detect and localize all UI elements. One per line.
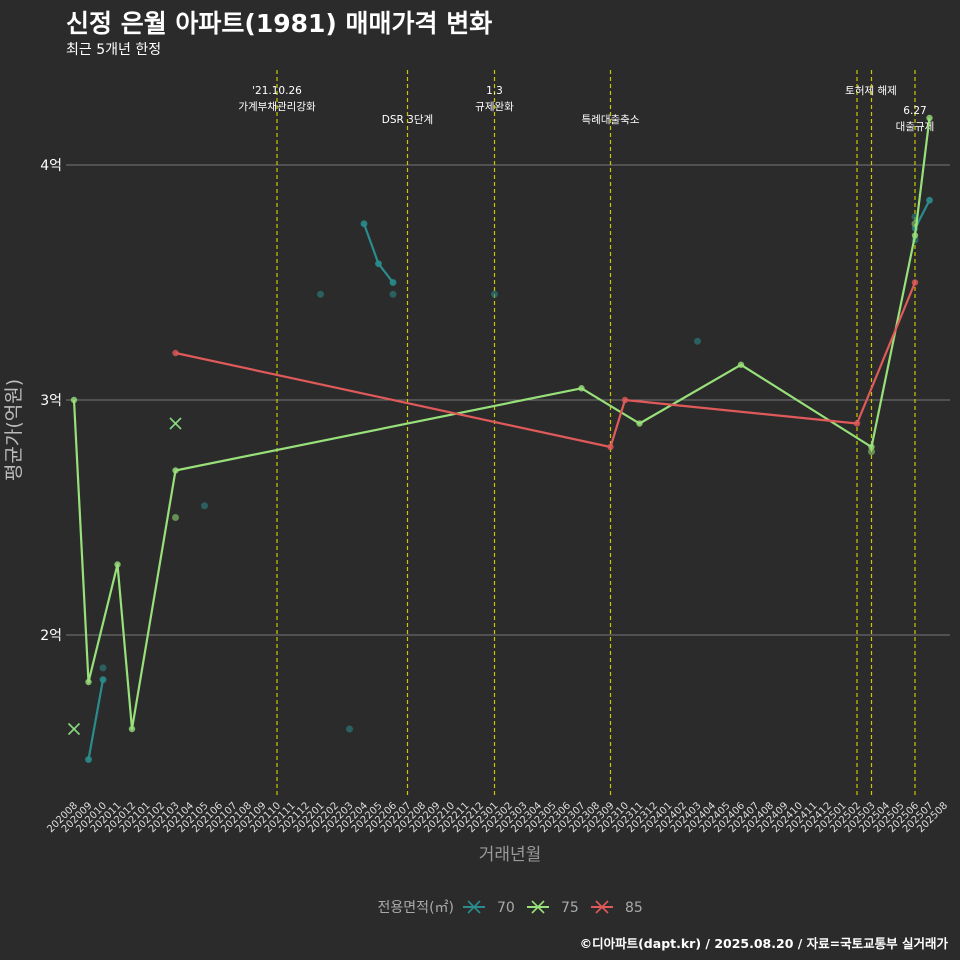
legend-item-85: 85 [591,900,643,916]
y-tick-label: 2억 [40,628,62,644]
series-line-85 [175,282,917,449]
data-point-75 [128,725,136,733]
data-point-70 [694,337,701,345]
data-point-85 [853,420,861,427]
series-line-70 [362,223,394,284]
legend-label: 70 [497,900,515,916]
data-point-70 [360,220,368,228]
legend-title: 전용면적(㎡) [378,900,454,916]
event-label: 6.27 [903,105,926,117]
y-tick-label: 4억 [40,158,62,174]
data-point-75 [114,561,121,568]
legend-label: 85 [625,900,643,916]
event-label: 대출규제 [896,121,935,133]
event-label: 1.3 [486,85,503,97]
data-point-70 [375,260,382,268]
data-point-75 [70,396,78,404]
source-caption: ©디아파트(dapt.kr) / 2025.08.20 / 자료=국토교통부 실… [579,936,948,951]
series-line-70 [87,679,105,760]
cross-marker-75 [169,417,182,430]
data-point-70 [99,664,107,672]
event-label: 가계부채관리강화 [238,101,316,113]
data-point-75 [868,448,875,456]
y-axis-label: 평균가(억원) [3,379,25,481]
legend-label: 75 [561,900,579,916]
data-point-70 [201,502,208,510]
data-point-75 [172,467,179,474]
data-point-75 [911,232,919,239]
data-point-70 [85,756,92,764]
data-point-85 [621,396,629,404]
event-label: 특례대출축소 [582,114,640,126]
data-point-75 [926,114,933,122]
data-point-70 [491,290,498,298]
legend-item-75: 75 [527,900,579,916]
data-point-75 [172,514,179,521]
data-point-75 [578,385,585,392]
data-point-85 [172,349,179,357]
data-point-85 [911,279,919,286]
event-label: DSR 3단계 [382,114,433,126]
data-point-75 [911,220,919,228]
x-axis-label: 거래년월 [479,845,542,865]
data-point-70 [389,279,397,286]
event-label: '21.10.26 [252,85,302,97]
data-point-85 [607,443,614,451]
data-point-75 [636,420,643,427]
chart-subtitle: 최근 5개년 한정 [66,42,162,58]
event-label: 규제완화 [475,100,514,113]
data-point-75 [737,361,745,368]
data-point-70 [317,290,324,298]
data-point-70 [99,676,107,684]
y-tick-label: 3억 [40,393,62,409]
legend-item-70: 70 [463,900,515,916]
event-label: 토허제 해제 [845,84,897,97]
data-point-70 [346,725,353,733]
data-point-75 [85,678,92,686]
data-point-70 [389,290,397,298]
data-point-70 [926,196,933,204]
chart-title: 신정 은월 아파트(1981) 매매가격 변화 [66,9,493,38]
cross-marker-75 [67,722,81,736]
